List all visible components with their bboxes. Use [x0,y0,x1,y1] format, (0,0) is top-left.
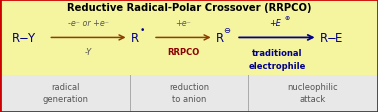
Text: R: R [12,32,20,45]
Text: Reductive Radical-Polar Crossover (RRPCO): Reductive Radical-Polar Crossover (RRPCO… [67,3,311,13]
Text: ⊖: ⊖ [224,26,231,35]
Text: -e⁻ or +e⁻: -e⁻ or +e⁻ [68,18,109,27]
Text: E: E [335,32,342,45]
Text: −: − [19,32,28,45]
Bar [0,0,378,75]
Text: +e⁻: +e⁻ [175,18,191,27]
Text: -Y: -Y [85,48,92,57]
Text: R: R [320,32,328,45]
Text: traditional: traditional [252,49,302,58]
Text: +E: +E [269,18,281,27]
Text: radical
generation: radical generation [42,83,88,103]
Text: R: R [131,32,139,45]
Text: nucleophilic
attack: nucleophilic attack [288,83,338,103]
Bar [0,75,378,112]
Text: electrophile: electrophile [248,61,305,70]
Text: ⊕: ⊕ [285,16,290,21]
Text: −: − [327,32,336,45]
Text: R: R [216,32,225,45]
Text: Y: Y [27,32,34,45]
Text: •: • [139,26,145,35]
Text: RRPCO: RRPCO [167,48,200,57]
Text: reduction
to anion: reduction to anion [169,83,209,103]
